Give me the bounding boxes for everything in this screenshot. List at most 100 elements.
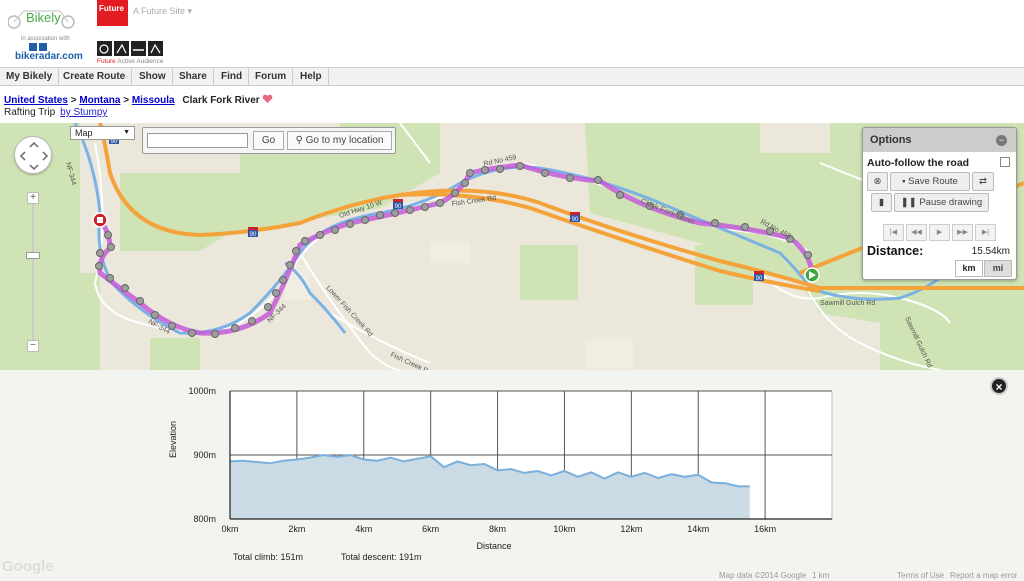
- site-header: Bikely in association with bikeradar.com…: [0, 0, 1024, 67]
- play-button[interactable]: ▶: [929, 224, 950, 241]
- x-tick-label: 8km: [489, 524, 506, 534]
- nav-help[interactable]: Help: [294, 68, 329, 85]
- nav-create-route[interactable]: Create Route: [57, 68, 133, 85]
- sports-icons: [97, 41, 163, 56]
- collapse-icon[interactable]: −: [996, 135, 1007, 146]
- end-marker: [804, 267, 820, 283]
- auto-follow-checkbox[interactable]: [1000, 157, 1010, 167]
- locate-button[interactable]: ⚲ Go to my location: [287, 131, 392, 150]
- pin-icon: ⚲: [295, 135, 303, 146]
- map-type-select[interactable]: Map ▼: [70, 126, 135, 140]
- x-tick-label: 14km: [687, 524, 709, 534]
- association-text: in association with: [21, 36, 70, 42]
- x-tick-label: 0km: [221, 524, 238, 534]
- rewind-button[interactable]: ◀◀: [906, 224, 927, 241]
- skip-forward-button[interactable]: ▶|: [975, 224, 996, 241]
- reverse-button[interactable]: ⇄: [972, 172, 994, 191]
- crumb-city[interactable]: Missoula: [131, 95, 175, 106]
- forward-button[interactable]: ▶▶: [952, 224, 973, 241]
- skip-back-button[interactable]: |◀: [883, 224, 904, 241]
- auto-follow-label: Auto-follow the road: [867, 157, 970, 169]
- floppy-icon: ▪: [902, 176, 906, 187]
- x-tick-label: 12km: [620, 524, 642, 534]
- close-elevation-button[interactable]: ×: [990, 377, 1008, 395]
- save-route-button[interactable]: ▪ Save Route: [890, 172, 970, 191]
- x-tick-label: 4km: [355, 524, 372, 534]
- route-waypoints: [95, 162, 812, 338]
- i90-label: 90: [250, 232, 257, 238]
- skip-forward-icon: ▶|: [981, 229, 990, 236]
- road-label: Sawmill Gulch Rd: [820, 300, 875, 307]
- reverse-icon: ⇄: [979, 176, 987, 187]
- unit-km-toggle[interactable]: km: [955, 260, 983, 277]
- i90-label: 90: [111, 139, 118, 145]
- zoom-slider-thumb[interactable]: [26, 252, 40, 259]
- location-search-bar: Go ⚲ Go to my location: [142, 127, 396, 154]
- google-watermark: Google: [2, 558, 54, 575]
- rewind-icon: ◀◀: [911, 229, 922, 236]
- i90-label: 90: [572, 217, 579, 223]
- x-tick-label: 16km: [754, 524, 776, 534]
- report-error-link[interactable]: Report a map error: [950, 571, 1018, 580]
- map-canvas[interactable]: 90 90 90 90 90 NF-344 NF-344 NF-344 Old …: [0, 123, 1024, 370]
- route-title: Clark Fork River: [182, 95, 260, 106]
- nav-show[interactable]: Show: [133, 68, 173, 85]
- i90-label: 90: [395, 204, 402, 210]
- zoom-in-button[interactable]: +: [27, 192, 39, 204]
- clear-icon: ⊗: [873, 176, 882, 187]
- clear-button[interactable]: ⊗: [867, 172, 888, 191]
- total-descent: Total descent: 191m: [341, 552, 422, 562]
- future-site-dropdown[interactable]: A Future Site ▾: [133, 6, 193, 16]
- nav-my-bikely[interactable]: My Bikely: [0, 68, 60, 85]
- pause-icon: ❚❚: [900, 197, 917, 208]
- pan-arrows-icon[interactable]: [15, 137, 53, 175]
- i90-label: 90: [756, 276, 763, 282]
- unit-mi-toggle[interactable]: mi: [984, 260, 1012, 277]
- y-tick-label: 1000m: [188, 386, 216, 396]
- forward-icon: ▶▶: [957, 229, 968, 236]
- future-badge[interactable]: Future: [97, 0, 128, 26]
- nav-find[interactable]: Find: [215, 68, 250, 85]
- distance-value: 15.54km: [971, 246, 1010, 257]
- start-marker: [92, 212, 108, 228]
- nav-forum[interactable]: Forum: [249, 68, 294, 85]
- author-link[interactable]: by Stumpy: [60, 107, 108, 118]
- elevation-area: [230, 455, 750, 519]
- zoom-slider-track[interactable]: [32, 198, 34, 348]
- delete-button[interactable]: ▮: [871, 193, 892, 212]
- close-icon: ×: [995, 380, 1003, 394]
- options-title: Options: [870, 134, 912, 146]
- zoom-out-button[interactable]: −: [27, 340, 39, 352]
- x-axis-label: Distance: [476, 541, 511, 551]
- total-climb: Total climb: 151m: [233, 552, 304, 562]
- distance-label: Distance:: [867, 244, 924, 258]
- pan-control[interactable]: [14, 136, 52, 174]
- scale-label: 1 km: [812, 571, 830, 580]
- options-header[interactable]: Options −: [863, 128, 1016, 152]
- nav-share[interactable]: Share: [173, 68, 214, 85]
- crumb-state[interactable]: Montana: [79, 95, 121, 106]
- options-panel: Options − Auto-follow the road ⊗ ▪ Save …: [862, 127, 1017, 280]
- y-axis-label: Elevation: [168, 421, 178, 458]
- audience-text: Future Active Audience: [97, 58, 164, 65]
- skip-back-icon: |◀: [889, 229, 898, 236]
- x-tick-label: 10km: [553, 524, 575, 534]
- map-data-attribution: Map data ©2014 Google: [719, 571, 807, 580]
- svg-text:bikeradar.com: bikeradar.com: [15, 51, 83, 62]
- terms-link[interactable]: Terms of Use: [897, 571, 945, 580]
- main-nav: My Bikely Create Route Show Share Find F…: [0, 67, 1024, 86]
- breadcrumb: United States > Montana > Missoula Clark…: [4, 94, 273, 106]
- elevation-panel: 0km 2km 4km 6km 8km 10km 12km 14km 16km 800m 900m 1…: [0, 370, 1024, 581]
- bikely-logo[interactable]: [8, 3, 83, 33]
- heart-icon[interactable]: [262, 94, 273, 104]
- elevation-chart: 0km 2km 4km 6km 8km 10km 12km 14km 16km 800m 900m 1…: [168, 386, 833, 551]
- elevation-line: [229, 453, 750, 488]
- go-button[interactable]: Go: [253, 131, 284, 150]
- location-search-input[interactable]: [147, 133, 248, 148]
- bikeradar-logo[interactable]: bikeradar.com: [15, 43, 85, 63]
- crumb-country[interactable]: United States: [4, 95, 68, 106]
- y-tick-label: 900m: [193, 450, 216, 460]
- pause-drawing-button[interactable]: ❚❚ Pause drawing: [894, 193, 989, 212]
- y-tick-label: 800m: [193, 514, 216, 524]
- x-tick-label: 6km: [422, 524, 439, 534]
